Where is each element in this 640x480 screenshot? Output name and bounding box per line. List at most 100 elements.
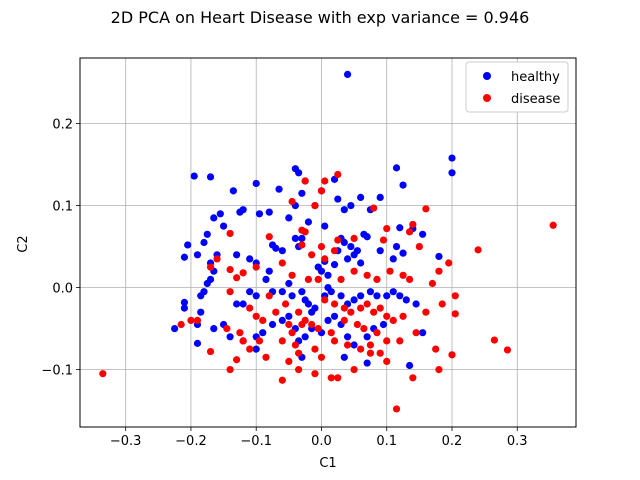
data-point-disease: [308, 251, 316, 259]
data-point-healthy: [389, 288, 397, 296]
data-point-disease: [206, 347, 215, 356]
data-point-disease: [99, 370, 107, 378]
data-point-disease: [321, 255, 329, 263]
data-point-healthy: [330, 312, 339, 320]
data-point-disease: [490, 336, 499, 344]
data-point-disease: [308, 320, 316, 329]
data-point-healthy: [288, 292, 296, 300]
data-point-healthy: [301, 333, 309, 341]
data-point-disease: [370, 308, 378, 316]
data-point-disease: [321, 177, 329, 185]
data-point-healthy: [330, 261, 339, 269]
data-point-disease: [298, 320, 306, 329]
data-point-disease: [330, 300, 339, 308]
data-point-healthy: [285, 312, 293, 320]
data-point-healthy: [246, 288, 254, 296]
data-point-healthy: [239, 300, 247, 308]
data-point-disease: [383, 312, 391, 320]
grid-lines: [80, 58, 576, 427]
data-point-disease: [379, 236, 388, 244]
data-point-healthy: [180, 298, 189, 306]
legend-label-healthy: healthy: [511, 70, 560, 85]
data-point-healthy: [419, 230, 427, 238]
data-point-disease: [301, 228, 309, 236]
data-point-healthy: [203, 230, 211, 238]
data-point-healthy: [357, 259, 365, 267]
data-point-healthy: [402, 296, 410, 304]
data-point-disease: [340, 304, 348, 312]
data-point-disease: [366, 349, 375, 357]
data-point-disease: [405, 228, 414, 236]
data-point-disease: [350, 366, 358, 374]
data-point-healthy: [373, 292, 381, 300]
data-point-healthy: [236, 208, 244, 216]
data-point-disease: [383, 224, 391, 233]
data-point-healthy: [405, 361, 414, 370]
data-point-healthy: [291, 234, 299, 242]
data-point-healthy: [321, 222, 329, 230]
data-point-healthy: [203, 279, 211, 288]
data-point-healthy: [246, 255, 254, 263]
plot-area-frame: [79, 57, 577, 428]
chart-title: 2D PCA on Heart Disease with exp varianc…: [111, 8, 530, 27]
data-point-healthy: [219, 222, 228, 230]
data-point-healthy: [350, 341, 358, 349]
data-point-disease: [317, 187, 326, 195]
data-point-healthy: [252, 345, 260, 353]
data-point-healthy: [255, 210, 264, 218]
data-point-disease: [357, 345, 365, 353]
data-point-disease: [288, 329, 296, 337]
data-point-disease: [392, 405, 401, 413]
data-point-healthy: [197, 292, 205, 300]
data-point-healthy: [324, 271, 332, 279]
data-point-healthy: [171, 325, 179, 333]
data-point-disease: [334, 170, 342, 179]
data-point-disease: [422, 205, 430, 213]
data-point-disease: [295, 366, 303, 374]
data-point-disease: [396, 337, 404, 345]
legend-label-disease: disease: [511, 92, 560, 107]
data-point-healthy: [396, 292, 404, 300]
data-point-disease: [343, 341, 352, 349]
x-axis-label: C1: [319, 456, 336, 471]
data-point-disease: [432, 345, 440, 353]
data-point-disease: [399, 271, 407, 279]
data-point-healthy: [252, 179, 260, 188]
data-point-disease: [291, 341, 299, 349]
data-point-healthy: [285, 214, 293, 222]
data-point-disease: [213, 255, 221, 263]
data-point-disease: [337, 275, 345, 283]
data-point-disease: [314, 275, 322, 283]
data-point-disease: [435, 267, 443, 275]
data-point-healthy: [298, 189, 306, 197]
data-point-disease: [503, 346, 512, 354]
data-point-healthy: [337, 292, 345, 300]
y-tick-label: 0.2: [52, 118, 73, 133]
data-point-disease: [353, 320, 361, 329]
data-point-healthy: [379, 320, 388, 329]
data-point-disease: [255, 337, 264, 345]
data-point-disease: [412, 329, 420, 337]
data-point-disease: [272, 308, 280, 316]
data-point-disease: [301, 177, 309, 185]
data-point-disease: [285, 320, 293, 329]
data-point-healthy: [357, 292, 365, 300]
data-point-healthy: [229, 187, 237, 195]
data-point-disease: [435, 366, 443, 374]
data-point-healthy: [295, 169, 303, 177]
data-point-disease: [226, 229, 234, 238]
x-tick-label: −0.2: [175, 434, 207, 449]
legend: healthy disease: [465, 61, 569, 113]
data-point-healthy: [184, 241, 192, 249]
data-point-healthy: [304, 300, 313, 308]
data-point-healthy: [412, 300, 420, 308]
axis-ticks: −0.3 −0.2 −0.1 0.0 0.1 0.2 0.3 −0.1 0.0 0.1 0.2: [41, 118, 527, 449]
data-point-healthy: [275, 185, 283, 193]
data-point-disease: [334, 374, 342, 382]
data-point-disease: [422, 308, 430, 316]
data-point-disease: [428, 279, 437, 288]
data-point-disease: [278, 337, 286, 345]
data-point-disease: [383, 357, 391, 365]
data-point-healthy: [193, 339, 202, 347]
